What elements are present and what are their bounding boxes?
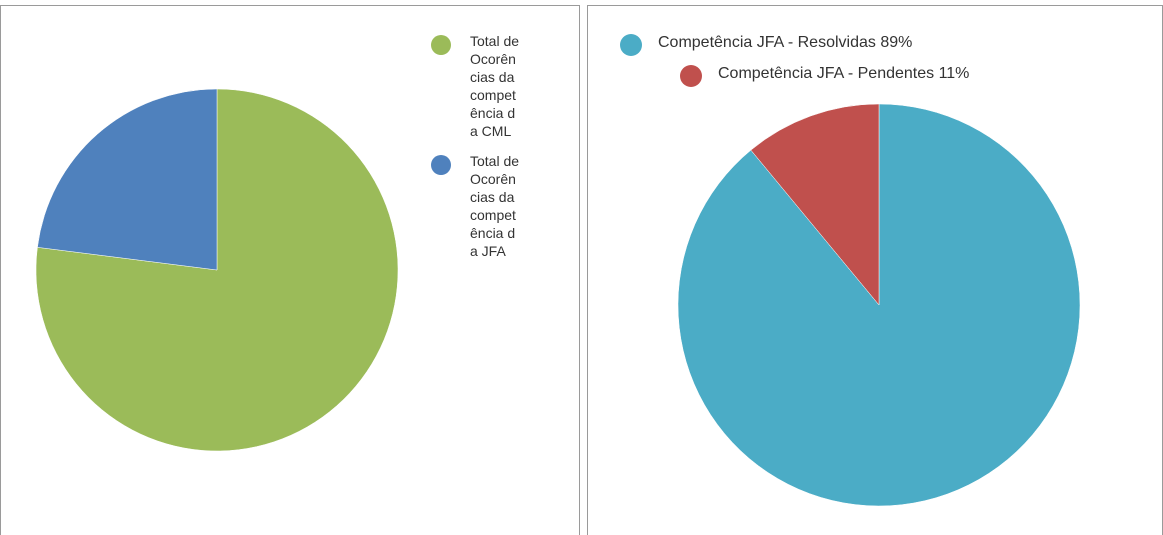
legend-item: Competência JFA - Pendentes 11% [680, 65, 970, 87]
legend-item: Total de Ocorências da competência da JF… [430, 152, 560, 260]
pie-slice [750, 103, 880, 306]
legend-label: Competência JFA - Resolvidas 89% [658, 34, 913, 51]
pie-slice [35, 88, 399, 452]
legend-label: Total de Ocorências da competência da CM… [470, 33, 520, 139]
legend: Total de Ocorências da competência da CM… [430, 32, 560, 272]
pie-slice [37, 88, 218, 271]
legend-item: Competência JFA - Resolvidas 89% [620, 34, 913, 56]
legend-marker [431, 155, 451, 175]
legend-marker [431, 35, 451, 55]
legend-marker [620, 34, 642, 56]
legend-marker [680, 65, 702, 87]
legend-label: Total de Ocorências da competência da JF… [470, 153, 520, 259]
legend-item: Total de Ocorências da competência da CM… [430, 32, 560, 140]
legend-label: Competência JFA - Pendentes 11% [718, 65, 970, 82]
